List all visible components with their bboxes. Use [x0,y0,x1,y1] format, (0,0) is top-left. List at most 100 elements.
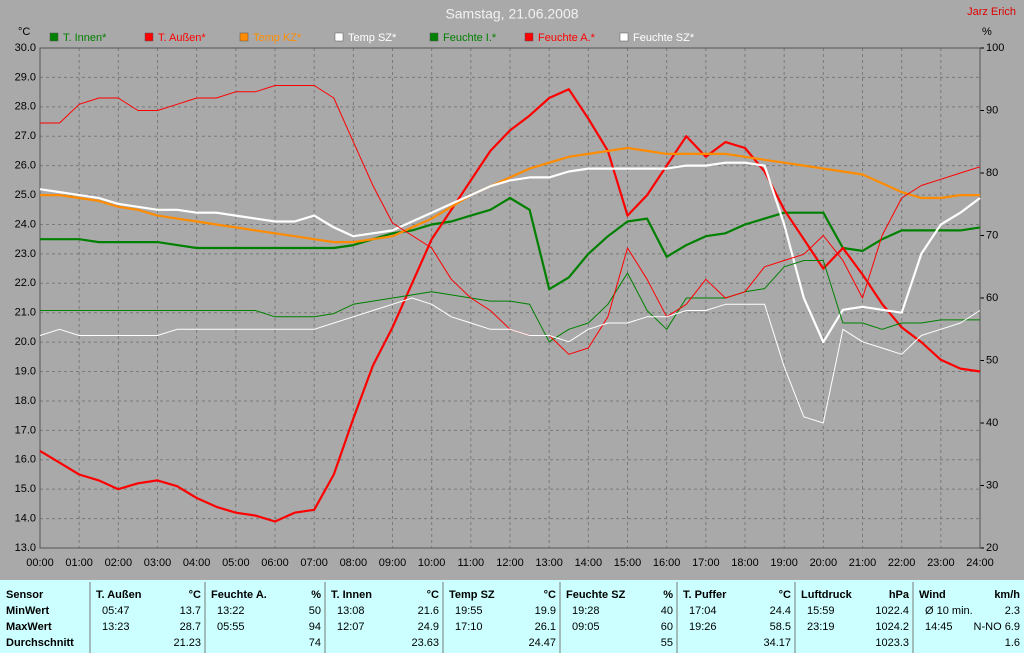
y-tick-label: 30.0 [15,42,36,54]
x-tick-label: 02:00 [105,557,133,569]
cell-time: 23:19 [807,621,835,633]
cell-value: 21.6 [418,605,439,617]
column-unit: °C [544,589,556,601]
x-tick-label: 18:00 [731,557,759,569]
x-tick-label: 23:00 [927,557,955,569]
legend-label: Feuchte A.* [538,32,596,44]
legend-swatch [239,32,249,42]
column-name: Feuchte SZ [566,589,626,601]
cell-time: 19:26 [689,621,717,633]
plot-frame [39,47,981,549]
cell-time: 13:23 [102,621,130,633]
legend-swatch [144,32,154,42]
cell-value: 13.7 [180,605,201,617]
column-name: Wind [919,589,946,601]
series-line [39,88,981,523]
table-header: Sensor [6,589,44,601]
cell-value: 58.5 [770,621,791,633]
cell-value: 60 [661,621,673,633]
column-unit: % [663,589,673,601]
y-tick-label: 25.0 [15,189,36,201]
y-tick-label: 28.0 [15,101,36,113]
y-tick-label: 27.0 [15,130,36,142]
cell-value: 1.6 [1005,637,1020,649]
x-tick-label: 15:00 [614,557,642,569]
cell-time: 05:47 [102,605,130,617]
y-tick-label: 14.0 [15,512,36,524]
series-line [39,297,981,424]
legend-swatch [524,32,534,42]
cell-time: 14:45 [925,621,953,633]
cell-value: 24.9 [418,621,439,633]
series-line [40,146,980,244]
y2-tick-label: 60 [986,292,998,304]
x-tick-label: 00:00 [26,557,54,569]
y-tick-label: 18.0 [15,395,36,407]
cell-time: 12:07 [337,621,365,633]
cell-time: 17:04 [689,605,717,617]
cell-time: 09:05 [572,621,600,633]
legend-swatch [49,32,59,42]
y-tick-label: 22.0 [15,277,36,289]
y2-tick-label: 90 [986,104,998,116]
column-unit: °C [427,589,439,601]
y2-axis-label: % [982,26,992,38]
legend-label: Feuchte SZ* [633,32,695,44]
x-tick-label: 16:00 [653,557,681,569]
y-tick-label: 19.0 [15,365,36,377]
x-tick-label: 19:00 [770,557,798,569]
author: Jarz Erich [967,6,1016,18]
row-label: MinWert [6,605,50,617]
column-unit: °C [779,589,791,601]
legend-swatch [334,32,344,42]
legend-swatch [619,32,629,42]
cell-value: 24.4 [770,605,791,617]
y2-tick-label: 40 [986,417,998,429]
y-tick-label: 17.0 [15,424,36,436]
x-tick-label: 06:00 [261,557,289,569]
x-tick-label: 09:00 [379,557,407,569]
y-tick-label: 20.0 [15,336,36,348]
x-tick-label: 04:00 [183,557,211,569]
y-tick-label: 15.0 [15,483,36,495]
x-tick-label: 05:00 [222,557,250,569]
y-tick-label: 13.0 [15,542,36,554]
legend-label: T. Außen* [158,32,206,44]
cell-time: 13:08 [337,605,365,617]
x-tick-label: 07:00 [300,557,328,569]
cell-time: 19:55 [455,605,483,617]
cell-value: 24.47 [528,637,556,649]
cell-value: 55 [661,637,673,649]
cell-value: 21.23 [173,637,201,649]
x-tick-label: 10:00 [418,557,446,569]
row-label: MaxWert [6,621,52,633]
column-unit: °C [189,589,201,601]
y-tick-label: 26.0 [15,160,36,172]
column-name: T. Puffer [683,589,727,601]
chart-title: Samstag, 21.06.2008 [445,6,578,22]
column-name: T. Außen [96,589,142,601]
column-unit: hPa [889,589,910,601]
column-unit: % [311,589,321,601]
cell-time: 19:28 [572,605,600,617]
x-tick-label: 24:00 [966,557,994,569]
y2-tick-label: 100 [986,42,1004,54]
x-tick-label: 03:00 [144,557,172,569]
column-name: Luftdruck [801,589,853,601]
column-unit: km/h [994,589,1020,601]
cell-value: N-NO 6.9 [974,621,1020,633]
y2-tick-label: 70 [986,229,998,241]
x-tick-label: 11:00 [457,557,484,569]
cell-value: 2.3 [1005,605,1020,617]
x-tick-label: 13:00 [535,557,563,569]
x-tick-label: 01:00 [65,557,93,569]
y-tick-label: 24.0 [15,218,36,230]
legend-label: Feuchte I.* [443,32,497,44]
y2-tick-label: 80 [986,167,998,179]
cell-value: 40 [661,605,673,617]
legend-label: T. Innen* [63,32,107,44]
cell-value: 1023.3 [875,637,909,649]
cell-value: 1022.4 [875,605,909,617]
